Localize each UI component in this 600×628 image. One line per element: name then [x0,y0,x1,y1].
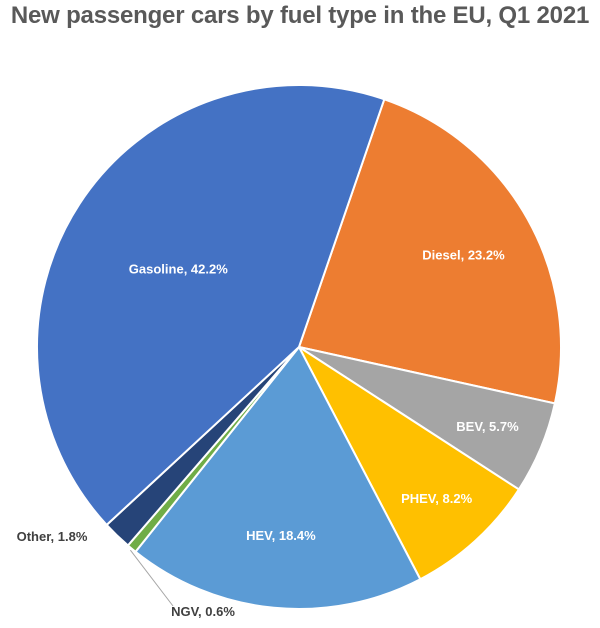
pie-slice-phev [296,344,521,581]
data-label-gasoline: Gasoline, 42.2% [129,261,228,276]
data-label-diesel: Diesel, 23.2% [422,248,505,263]
data-label-other: Other, 1.8% [17,529,88,544]
data-label-bev: BEV, 5.7% [456,419,519,434]
pie-slice-hev [134,345,422,610]
data-label-hev: HEV, 18.4% [246,528,316,543]
pie-slice-gasoline [36,84,386,527]
chart-title: New passenger cars by fuel type in the E… [10,2,590,29]
data-label-phev: PHEV, 8.2% [401,491,473,506]
pie-slice-diesel [297,97,562,405]
data-label-ngv: NGV, 0.6% [171,604,235,619]
leader-line-ngv [130,549,174,607]
